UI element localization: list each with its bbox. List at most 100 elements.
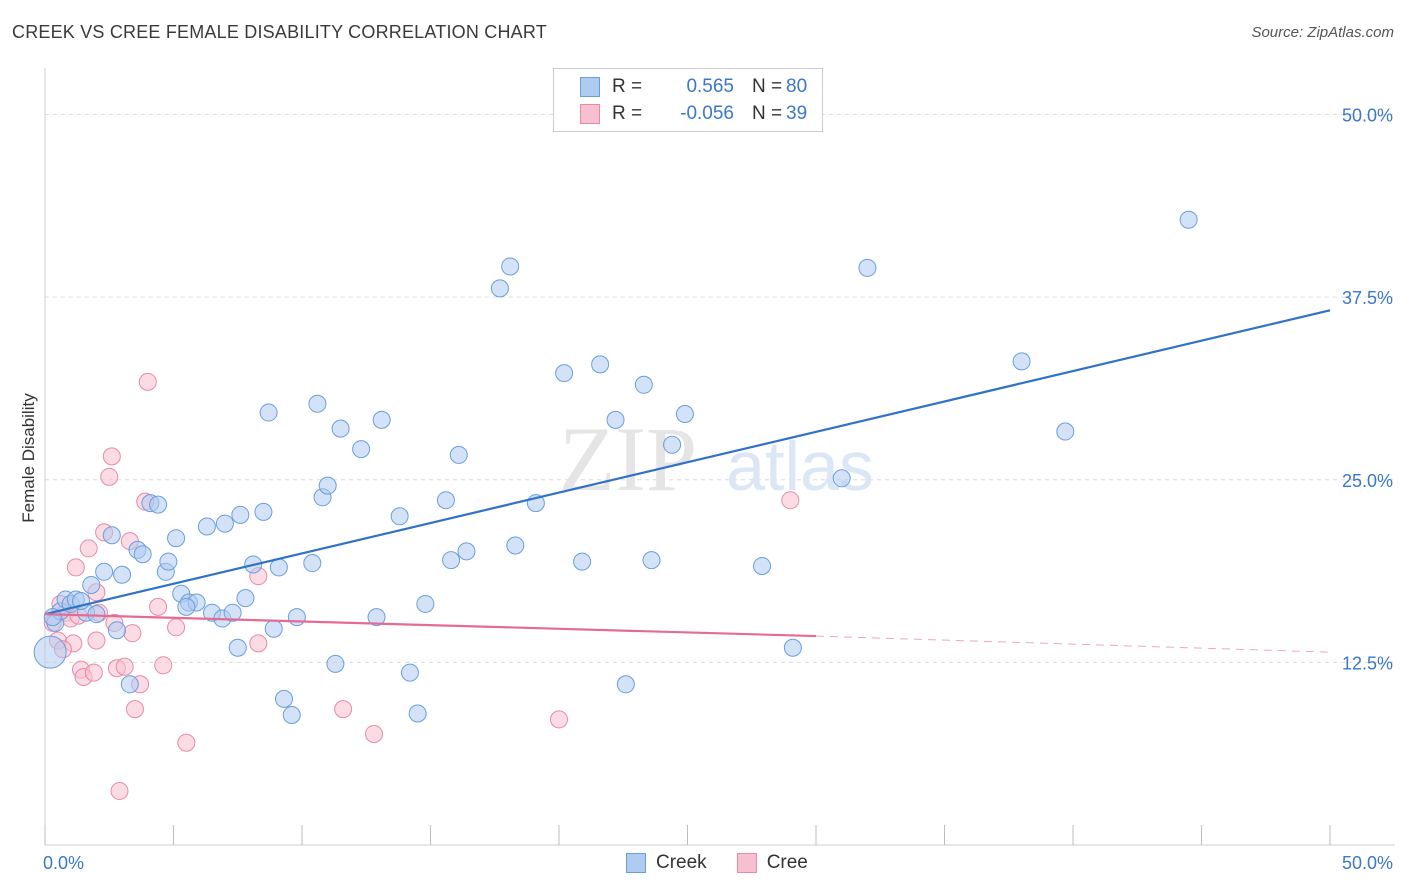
legend-r-value: 0.565 bbox=[686, 76, 734, 97]
creek-point bbox=[408, 704, 427, 723]
creek-point bbox=[436, 491, 455, 510]
y-axis-label: Female Disability bbox=[19, 393, 38, 523]
creek-point bbox=[400, 663, 419, 682]
watermark-atlas: atlas bbox=[726, 427, 874, 505]
creek-point bbox=[264, 619, 283, 638]
creek-point bbox=[149, 495, 168, 514]
creek-point bbox=[254, 502, 273, 521]
legend-row-creek: R = 0.565 N = 80 bbox=[580, 75, 807, 99]
creek-trend-line bbox=[44, 309, 1331, 616]
creek-point bbox=[275, 689, 294, 708]
creek-point bbox=[457, 542, 476, 561]
creek-point bbox=[573, 552, 592, 571]
y-tick-label: 37.5% bbox=[1342, 288, 1393, 308]
watermark: ZIP atlas bbox=[559, 408, 874, 510]
creek-point bbox=[501, 257, 520, 276]
creek-point bbox=[1056, 422, 1075, 441]
cree-point bbox=[364, 724, 383, 743]
creek-point bbox=[591, 355, 610, 374]
cree-point bbox=[115, 657, 134, 676]
cree-point bbox=[550, 710, 568, 729]
creek-point bbox=[197, 517, 216, 536]
creek-point bbox=[82, 575, 101, 594]
y-tick-label: 50.0% bbox=[1342, 106, 1393, 126]
creek-point bbox=[783, 638, 802, 657]
creek-point bbox=[102, 526, 121, 545]
cree-point bbox=[177, 733, 196, 752]
creek-swatch bbox=[580, 77, 600, 97]
legend-r-label: R = bbox=[612, 103, 643, 124]
creek-point bbox=[858, 258, 877, 277]
creek-point bbox=[107, 621, 126, 640]
creek-point bbox=[33, 635, 67, 669]
creek-point bbox=[167, 529, 186, 548]
watermark-zip: ZIP bbox=[559, 408, 697, 510]
creek-point bbox=[259, 403, 278, 422]
cree-point bbox=[154, 656, 173, 675]
creek-point bbox=[308, 394, 327, 413]
cree-point bbox=[66, 558, 85, 577]
creek-point bbox=[663, 435, 682, 454]
cree-point bbox=[334, 700, 353, 719]
grid-layer bbox=[45, 114, 1395, 663]
creek-point bbox=[642, 551, 661, 570]
cree-point bbox=[149, 597, 168, 616]
legend-n-value: 80 bbox=[786, 76, 808, 97]
creek-point bbox=[634, 375, 653, 394]
creek-point bbox=[223, 603, 242, 622]
chart-title: CREEK VS CREE FEMALE DISABILITY CORRELAT… bbox=[12, 22, 547, 42]
trend-lines bbox=[44, 309, 1331, 653]
creek-point bbox=[287, 608, 306, 627]
creek-point bbox=[555, 364, 574, 383]
cree-point bbox=[249, 634, 268, 653]
creek-point bbox=[95, 562, 114, 581]
creek-point bbox=[303, 554, 322, 573]
creek-point bbox=[236, 589, 255, 608]
legend-r-label: R = bbox=[612, 76, 643, 97]
cree-point bbox=[79, 539, 98, 558]
creek-point bbox=[177, 597, 196, 616]
creek-point bbox=[269, 558, 288, 577]
legend-n-label: N = bbox=[752, 103, 783, 124]
legend-item-creek[interactable]: Creek bbox=[626, 852, 707, 874]
creek-point bbox=[228, 638, 247, 657]
creek-point bbox=[390, 507, 409, 526]
creek-swatch bbox=[626, 853, 646, 873]
creek-point bbox=[372, 410, 391, 429]
creek-point bbox=[87, 605, 106, 624]
y-tick-label: 12.5% bbox=[1342, 653, 1393, 673]
cree-point bbox=[110, 781, 129, 800]
creek-point bbox=[832, 469, 851, 488]
x-tick-label: 0.0% bbox=[43, 853, 84, 873]
creek-point bbox=[490, 279, 509, 298]
creek-point bbox=[215, 514, 234, 533]
tick-labels: 12.5% 25.0% 37.5% 50.0% 0.0% 50.0% bbox=[43, 106, 1393, 873]
cree-point bbox=[100, 467, 119, 486]
creek-point bbox=[120, 675, 139, 694]
legend: R = 0.565 N = 80 R = -0.056 N = 39 bbox=[553, 68, 823, 132]
legend-n-value: 39 bbox=[786, 103, 808, 124]
creek-point bbox=[367, 608, 386, 627]
creek-point bbox=[331, 419, 350, 438]
cree-point bbox=[123, 624, 142, 643]
creek-point bbox=[416, 594, 435, 613]
creek-point bbox=[442, 551, 461, 570]
legend-item-cree[interactable]: Cree bbox=[736, 852, 808, 874]
axis-layer bbox=[44, 68, 1395, 846]
creek-point bbox=[133, 545, 152, 564]
creek-point bbox=[675, 405, 694, 424]
cree-point bbox=[125, 700, 144, 719]
cree-point bbox=[87, 631, 106, 650]
cree-trend-extension bbox=[815, 635, 1331, 653]
cree-trend-line bbox=[44, 613, 817, 638]
legend-row-cree: R = -0.056 N = 39 bbox=[580, 102, 807, 126]
x-tick-label: 50.0% bbox=[1342, 853, 1393, 873]
creek-point bbox=[606, 410, 625, 429]
creek-point bbox=[282, 705, 301, 724]
legend-cree-label: Cree bbox=[766, 852, 808, 873]
creek-point bbox=[449, 445, 468, 464]
creek-point bbox=[326, 654, 345, 673]
series-legend: Creek Cree bbox=[626, 852, 838, 874]
creek-point bbox=[318, 476, 337, 495]
